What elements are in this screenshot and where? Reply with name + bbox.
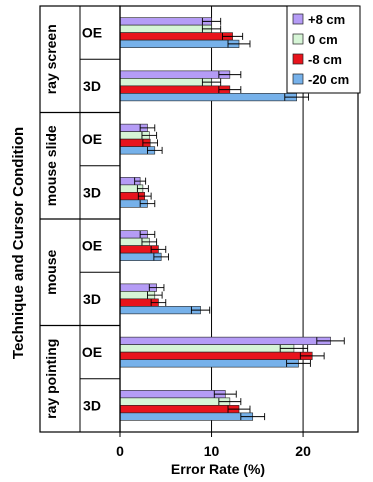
bar: [119, 24, 212, 33]
condition-label: 3D: [83, 78, 101, 94]
technique-label: ray pointing: [43, 339, 59, 419]
condition-labels: OE 3D OE 3D OE 3D OE 3D: [82, 25, 102, 414]
bar: [119, 359, 299, 368]
legend-label: -20 cm: [308, 72, 349, 87]
technique-labels: ray screen mouse slide mouse ray pointing: [43, 24, 59, 419]
legend: +8 cm 0 cm -8 cm -20 cm: [286, 5, 361, 94]
bar: [119, 412, 254, 421]
legend-swatch: [292, 53, 304, 65]
condition-label: 3D: [83, 291, 101, 307]
bar: [119, 344, 295, 353]
error-bars: [134, 17, 345, 421]
y-axis-title: Technique and Cursor Condition: [10, 127, 27, 359]
bar: [119, 405, 240, 414]
x-tick-label: 10: [204, 443, 220, 459]
condition-label: OE: [82, 25, 102, 41]
bar: [119, 17, 212, 26]
bar: [119, 32, 233, 41]
bar: [119, 306, 201, 315]
plot-frame: [39, 5, 359, 433]
condition-label: OE: [82, 131, 102, 147]
condition-label: 3D: [83, 184, 101, 200]
bar: [119, 39, 240, 48]
condition-label: OE: [82, 344, 102, 360]
technique-label: mouse slide: [43, 125, 59, 206]
legend-label: -8 cm: [308, 52, 342, 67]
legend-swatch: [292, 13, 304, 25]
legend-label: +8 cm: [308, 12, 345, 27]
x-tick-labels: 0 10 20: [116, 432, 311, 459]
legend-swatch: [292, 33, 304, 45]
condition-label: OE: [82, 238, 102, 254]
x-tick-label: 0: [116, 443, 124, 459]
bar: [119, 390, 226, 399]
x-tick-label: 20: [295, 443, 311, 459]
condition-label: 3D: [83, 397, 101, 413]
legend-swatch: [292, 73, 304, 85]
bar: [119, 78, 212, 87]
bar: [119, 336, 331, 345]
bar: [119, 93, 297, 102]
bar: [119, 85, 231, 94]
x-axis-title: Error Rate (%): [171, 461, 265, 477]
technique-label: mouse: [43, 249, 59, 294]
bar: [119, 351, 313, 360]
technique-label: ray screen: [43, 24, 59, 94]
bar: [119, 70, 231, 79]
bar: [119, 397, 231, 406]
legend-label: 0 cm: [308, 32, 338, 47]
